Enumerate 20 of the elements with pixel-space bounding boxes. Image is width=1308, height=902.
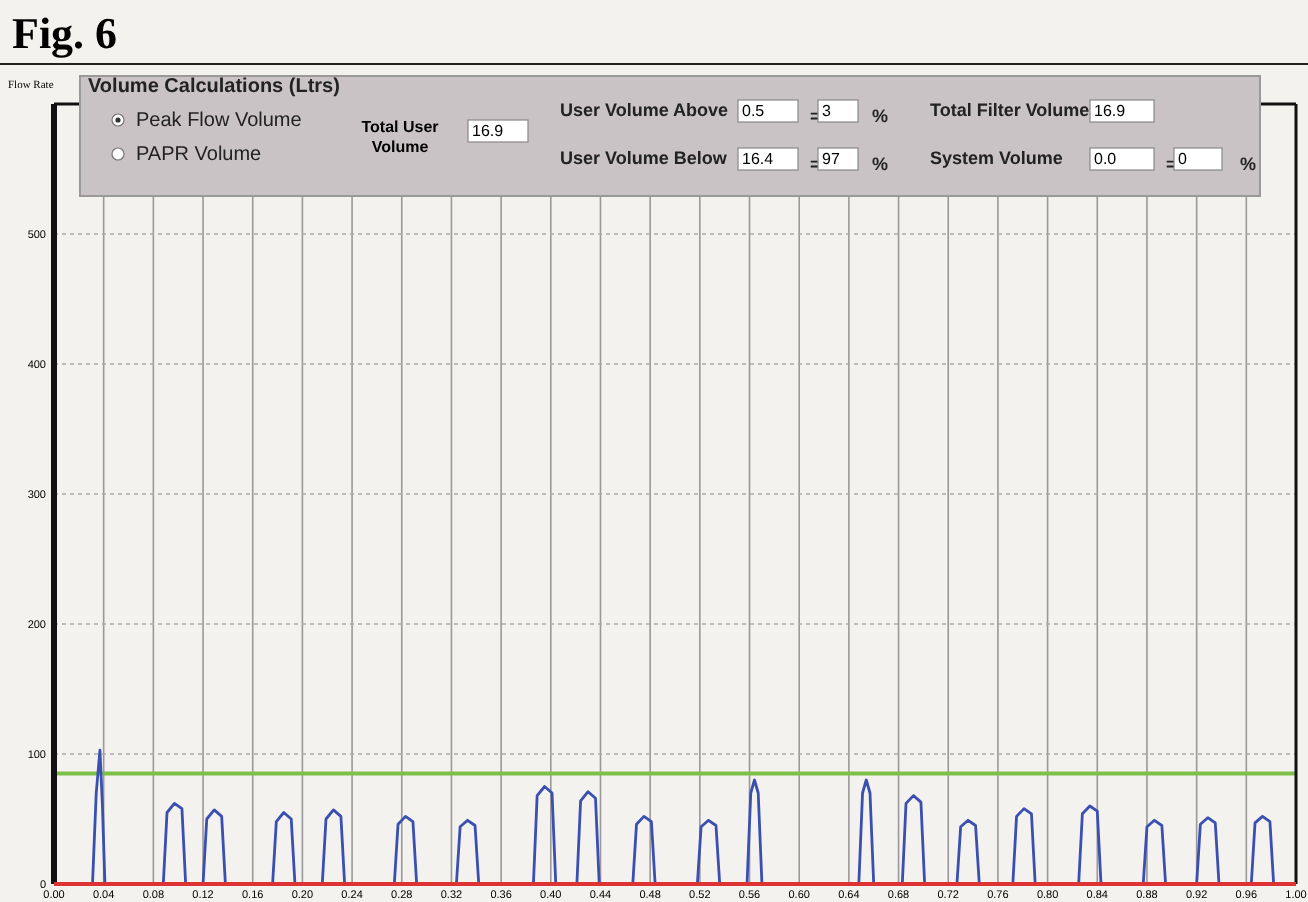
annotation: 16.9	[472, 122, 505, 140]
annotation: 16.9	[1094, 102, 1127, 120]
annotation: 0.0	[1094, 150, 1118, 168]
annotation: Peak Flow Volume	[136, 110, 303, 132]
annotation: 16.4	[742, 150, 775, 168]
text: Volume Calculations (Ltrs)	[88, 76, 340, 98]
annotation: PAPR Volume	[136, 144, 263, 166]
annotation: 97	[822, 150, 841, 168]
chart-title: Fig. 6	[12, 8, 118, 58]
annotation: User Volume Below	[560, 148, 729, 168]
annotation: 0.5	[742, 102, 766, 120]
annotation: %	[872, 106, 889, 126]
annotation: User Volume Above	[560, 100, 729, 120]
annotation: Total User Volume	[361, 118, 439, 156]
annotation: 3	[822, 102, 832, 120]
annotation: Total Filter Volume	[930, 100, 1090, 120]
annotation: %	[1240, 154, 1257, 174]
annotation: %	[872, 154, 889, 174]
annotation: 0	[1178, 150, 1188, 168]
annotation: System Volume	[930, 148, 1063, 168]
